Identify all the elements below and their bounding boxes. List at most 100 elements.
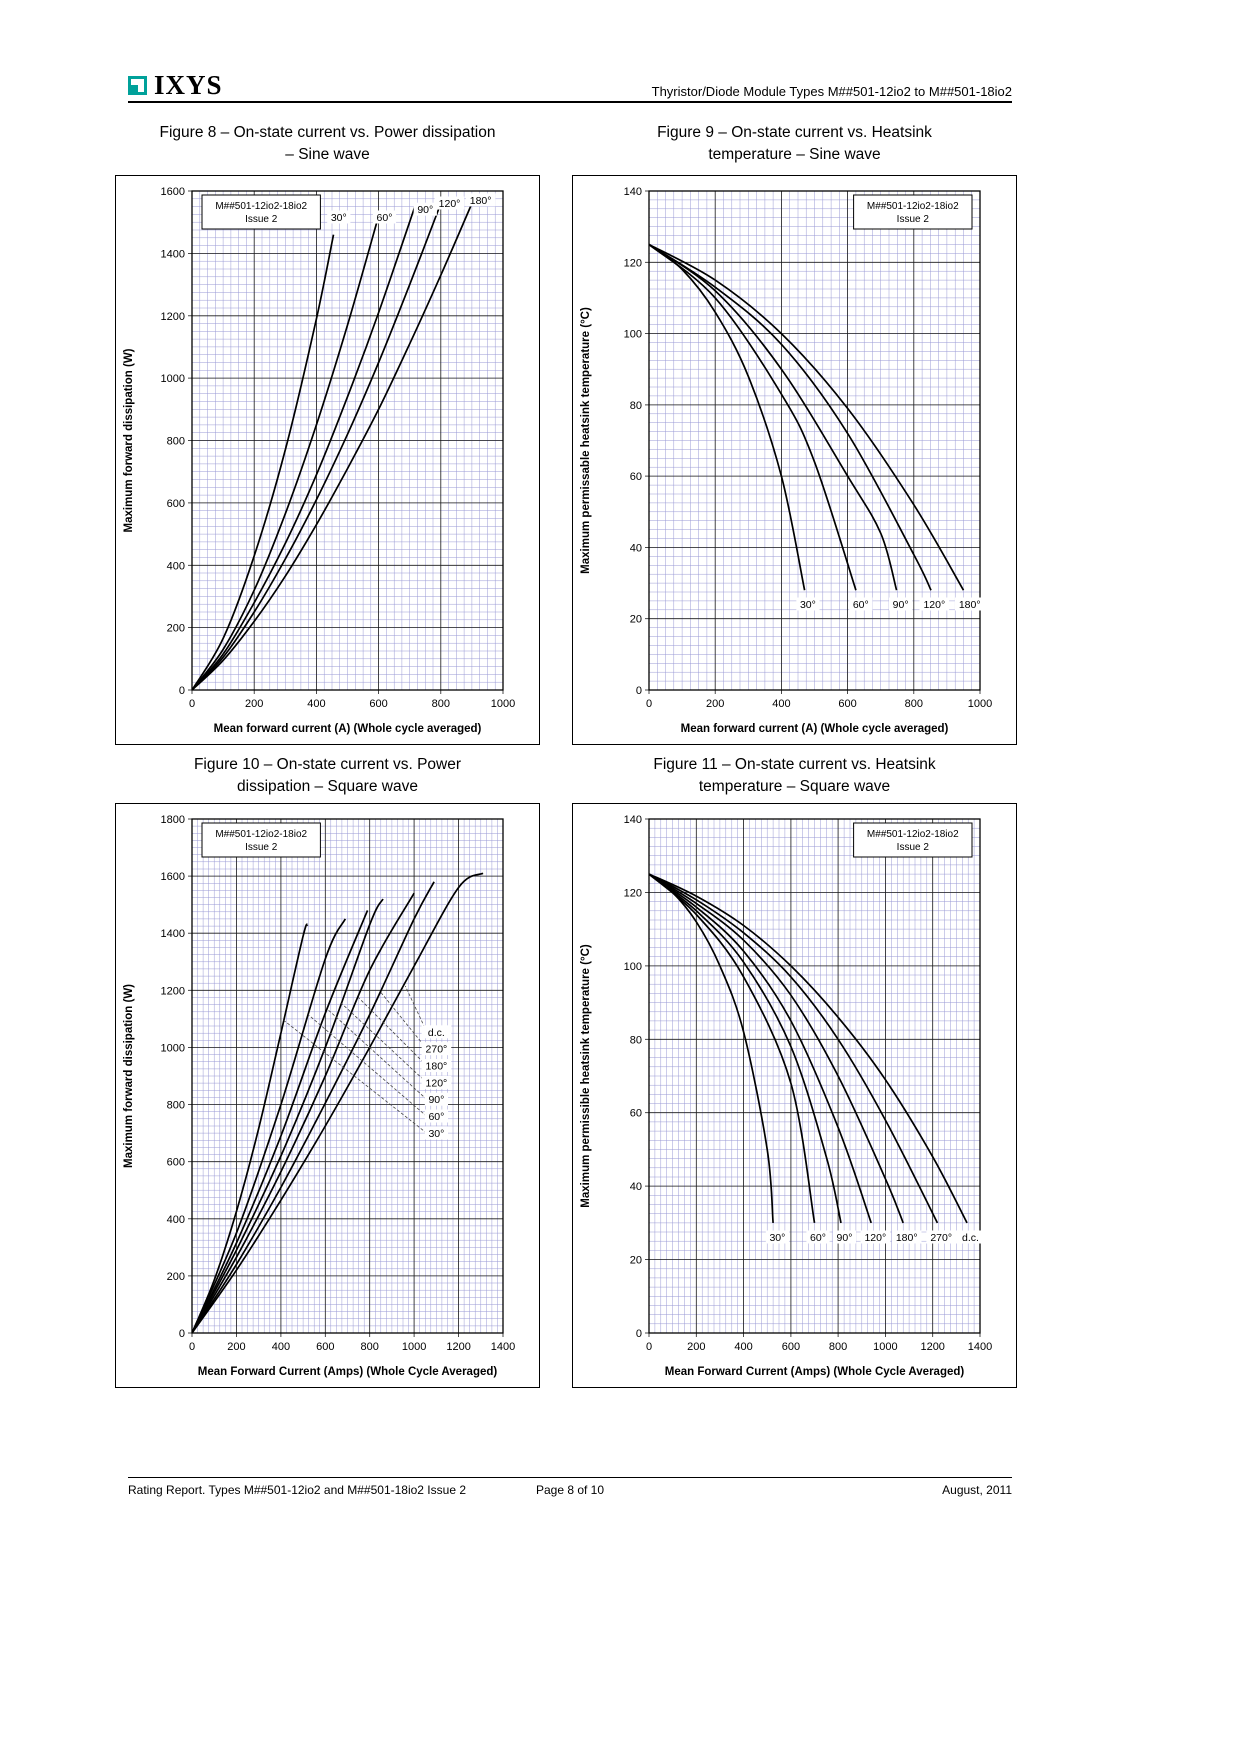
svg-text:60°: 60° xyxy=(853,599,869,611)
svg-text:Mean Forward Current (Amps) (W: Mean Forward Current (Amps) (Whole Cycle… xyxy=(665,1366,965,1378)
svg-text:Mean Forward Current (Amps) (W: Mean Forward Current (Amps) (Whole Cycle… xyxy=(198,1366,498,1378)
svg-text:40: 40 xyxy=(630,542,642,554)
svg-text:90°: 90° xyxy=(837,1232,853,1244)
svg-text:0: 0 xyxy=(189,698,195,710)
curve-120° xyxy=(649,243,932,591)
footer: Rating Report. Types M##501-12io2 and M#… xyxy=(128,1483,1012,1499)
chart-svg: 0 200 400 600 800 1000 0 20 40 60 80 100 120 140 30° 60… xyxy=(580,186,992,735)
figure-10-caption: Figure 10 – On-state current vs. Power d… xyxy=(115,754,540,799)
svg-text:Maximum forward dissipation (W: Maximum forward dissipation (W) xyxy=(123,348,135,532)
svg-text:600: 600 xyxy=(782,1341,800,1353)
curve-270° xyxy=(649,873,939,1224)
curve-120° xyxy=(192,203,442,690)
svg-text:800: 800 xyxy=(829,1341,847,1353)
svg-text:400: 400 xyxy=(272,1341,290,1353)
svg-text:120: 120 xyxy=(624,257,642,269)
svg-text:90°: 90° xyxy=(417,204,433,216)
svg-text:90°: 90° xyxy=(893,599,909,611)
svg-text:1000: 1000 xyxy=(402,1341,426,1353)
footer-rule xyxy=(128,1477,1012,1478)
svg-text:600: 600 xyxy=(167,498,185,510)
curve-d.c. xyxy=(192,872,484,1333)
ixys-logo-icon-inner xyxy=(131,85,138,92)
svg-text:120°: 120° xyxy=(923,599,945,611)
svg-text:1200: 1200 xyxy=(446,1341,470,1353)
svg-text:1600: 1600 xyxy=(161,871,185,883)
curve-90° xyxy=(192,910,369,1333)
curve-30° xyxy=(192,234,335,690)
svg-text:140: 140 xyxy=(624,814,642,826)
svg-text:180°: 180° xyxy=(426,1061,448,1073)
svg-text:0: 0 xyxy=(189,1341,195,1353)
figure-10-chart: 0 200 400 600 800 1000 1200 1400 0 200 400 600 800 10… xyxy=(115,803,540,1388)
svg-text:M##501-12io2-18io2: M##501-12io2-18io2 xyxy=(867,201,959,212)
svg-text:1000: 1000 xyxy=(161,373,185,385)
svg-text:30°: 30° xyxy=(331,212,347,224)
svg-text:0: 0 xyxy=(646,698,652,710)
svg-text:M##501-12io2-18io2: M##501-12io2-18io2 xyxy=(215,829,307,840)
curve-120° xyxy=(649,873,873,1224)
svg-text:600: 600 xyxy=(838,698,856,710)
svg-text:600: 600 xyxy=(316,1341,334,1353)
figure-10-caption-line2: dissipation – Square wave xyxy=(237,778,418,796)
svg-text:60°: 60° xyxy=(810,1232,826,1244)
svg-text:180°: 180° xyxy=(470,195,492,207)
svg-text:200: 200 xyxy=(167,1271,185,1283)
svg-text:1000: 1000 xyxy=(873,1341,897,1353)
svg-text:Mean forward current (A) (Whol: Mean forward current (A) (Whole cycle av… xyxy=(681,723,949,735)
svg-text:Maximum forward dissipation (W: Maximum forward dissipation (W) xyxy=(123,984,135,1168)
svg-text:0: 0 xyxy=(636,1328,642,1340)
svg-text:800: 800 xyxy=(167,1100,185,1112)
svg-text:M##501-12io2-18io2: M##501-12io2-18io2 xyxy=(215,201,307,212)
ixys-logo: IXYS xyxy=(128,72,223,99)
svg-text:90°: 90° xyxy=(428,1094,444,1106)
svg-text:100: 100 xyxy=(624,961,642,973)
curve-90° xyxy=(192,203,417,690)
figure-11-caption-line1: Figure 11 – On-state current vs. Heatsin… xyxy=(653,756,936,773)
svg-text:800: 800 xyxy=(905,698,923,710)
header-title: Thyristor/Diode Module Types M##501-12io… xyxy=(651,84,1012,99)
chart-svg: 0 200 400 600 800 1000 1200 1400 0 20 40 60 80 100 120… xyxy=(580,814,992,1378)
figure-10-caption-line1: Figure 10 – On-state current vs. Power xyxy=(193,756,462,773)
svg-text:200: 200 xyxy=(245,698,263,710)
figure-11-caption: Figure 11 – On-state current vs. Heatsin… xyxy=(572,754,1017,799)
svg-text:Issue 2: Issue 2 xyxy=(897,842,930,853)
curve-120° xyxy=(192,898,384,1333)
svg-text:1200: 1200 xyxy=(161,311,185,323)
svg-text:80: 80 xyxy=(630,400,642,412)
svg-text:270°: 270° xyxy=(426,1044,448,1056)
svg-text:1200: 1200 xyxy=(920,1341,944,1353)
svg-text:400: 400 xyxy=(167,560,185,572)
svg-text:200: 200 xyxy=(167,623,185,635)
figure-11-chart: 0 200 400 600 800 1000 1200 1400 0 20 40 60 80 100 120… xyxy=(572,803,1017,1388)
svg-text:0: 0 xyxy=(179,1328,185,1340)
curve-270° xyxy=(192,881,435,1333)
svg-text:0: 0 xyxy=(646,1341,652,1353)
figure-9-chart: 0 200 400 600 800 1000 0 20 40 60 80 100 120 140 30° 60… xyxy=(572,175,1017,745)
ixys-logo-text: IXYS xyxy=(154,70,223,100)
svg-text:800: 800 xyxy=(167,436,185,448)
curve-180° xyxy=(192,203,473,690)
chart-svg: 0 200 400 600 800 1000 0 200 400 600 800 1000 1200 14… xyxy=(123,186,515,735)
svg-text:120: 120 xyxy=(624,887,642,899)
svg-text:Maximum permissible heatsink t: Maximum permissible heatsink temperature… xyxy=(580,944,592,1208)
svg-text:140: 140 xyxy=(624,186,642,198)
figure-9-caption: Figure 9 – On-state current vs. Heatsink… xyxy=(572,122,1017,167)
svg-text:30°: 30° xyxy=(800,599,816,611)
figure-8-caption-line1: Figure 8 – On-state current vs. Power di… xyxy=(159,124,496,141)
curve-30° xyxy=(192,923,309,1333)
svg-text:40: 40 xyxy=(630,1181,642,1193)
svg-text:600: 600 xyxy=(369,698,387,710)
svg-text:120°: 120° xyxy=(864,1232,886,1244)
curve-180° xyxy=(192,892,415,1333)
curve-60° xyxy=(192,215,380,690)
svg-text:20: 20 xyxy=(630,1255,642,1267)
svg-text:1200: 1200 xyxy=(161,985,185,997)
svg-text:270°: 270° xyxy=(930,1232,952,1244)
footer-left: Rating Report. Types M##501-12io2 and M#… xyxy=(128,1483,466,1497)
svg-text:1600: 1600 xyxy=(161,186,185,198)
svg-text:20: 20 xyxy=(630,614,642,626)
chart-svg: 0 200 400 600 800 1000 1200 1400 0 200 400 600 800 10… xyxy=(123,814,515,1378)
svg-text:120°: 120° xyxy=(426,1077,448,1089)
figure-8-chart: 0 200 400 600 800 1000 0 200 400 600 800 1000 1200 14… xyxy=(115,175,540,745)
